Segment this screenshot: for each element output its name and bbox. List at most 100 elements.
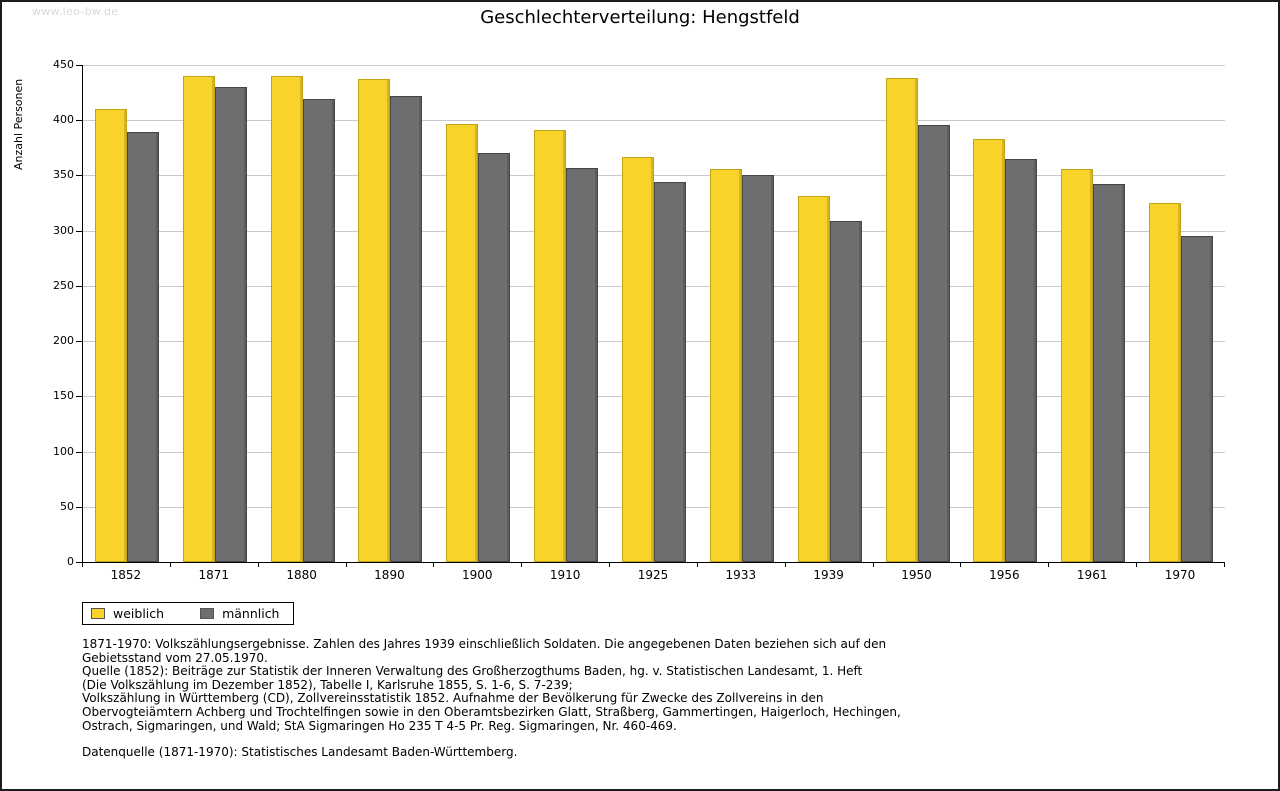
x-label-1852: 1852: [110, 568, 142, 582]
legend-swatch-weiblich: [91, 608, 105, 619]
footnote-line-2: Gebietsstand vom 27.05.1970.: [82, 650, 268, 665]
bar-group-1925: [610, 65, 698, 562]
y-tick-label-300: 300: [53, 224, 74, 237]
legend-label-männlich: männlich: [222, 606, 280, 621]
bar-männlich-1950: [917, 125, 950, 562]
y-tick-0: [76, 562, 82, 563]
legend-item-männlich: männlich: [200, 606, 279, 621]
x-tick-3: [346, 563, 347, 567]
x-tick-2: [258, 563, 259, 567]
y-axis-label: Anzahl Personen: [12, 78, 25, 170]
y-tick-100: [76, 452, 82, 453]
footnote-line-5: Volkszählung in Württemberg (CD), Zollve…: [82, 691, 824, 706]
x-tick-6: [609, 563, 610, 567]
legend-swatch-männlich: [200, 608, 215, 619]
x-label-1961: 1961: [1076, 568, 1108, 582]
bar-weiblich-1933: [709, 169, 742, 562]
y-tick-label-100: 100: [53, 445, 74, 458]
bar-männlich-1961: [1093, 184, 1126, 562]
x-tick-10: [960, 563, 961, 567]
x-axis-labels: 1852 1871 1880 1890 1900 1910 1925 1933 1939 1950…: [82, 568, 1224, 582]
bar-group-1890: [347, 65, 435, 562]
footnote-line-1: 1871-1970: Volkszählungsergebnisse. Zahl…: [82, 637, 887, 651]
x-tick-1: [170, 563, 171, 567]
x-tick-11: [1048, 563, 1049, 567]
footnote-line-3: Quelle (1852): Beiträge zur Statistik de…: [82, 664, 863, 679]
y-tick-label-0: 0: [67, 555, 74, 568]
bar-group-1933: [698, 65, 786, 562]
x-label-1939: 1939: [813, 568, 844, 582]
bar-männlich-1852: [126, 132, 159, 562]
bar-weiblich-1961: [1061, 169, 1094, 562]
y-tick-label-50: 50: [60, 500, 74, 513]
x-label-1925: 1925: [637, 568, 669, 582]
bar-männlich-1871: [214, 87, 247, 562]
bar-männlich-1933: [741, 175, 774, 562]
x-tick-13: [1224, 563, 1225, 567]
y-tick-450: [76, 65, 82, 66]
x-tick-7: [697, 563, 698, 567]
bar-weiblich-1890: [358, 79, 391, 562]
bar-group-1961: [1049, 65, 1137, 562]
x-tick-4: [433, 563, 434, 567]
x-label-1910: 1910: [549, 568, 581, 582]
bar-weiblich-1925: [621, 157, 654, 562]
x-label-1970: 1970: [1164, 568, 1196, 582]
watermark: www.leo-bw.de: [32, 5, 119, 18]
footnote-line-4: (Die Volkszählung im Dezember 1852), Tab…: [82, 677, 573, 692]
y-tick-label-250: 250: [53, 279, 74, 292]
y-tick-label-450: 450: [53, 58, 74, 71]
x-label-1933: 1933: [725, 568, 757, 582]
bar-weiblich-1970: [1149, 203, 1182, 562]
x-label-1880: 1880: [286, 568, 317, 582]
bar-weiblich-1956: [973, 139, 1006, 562]
y-tick-label-200: 200: [53, 334, 74, 347]
y-tick-label-150: 150: [53, 389, 74, 402]
bar-weiblich-1939: [797, 196, 830, 562]
y-tick-400: [76, 120, 82, 121]
datasource-line: Datenquelle (1871-1970): Statistisches L…: [82, 745, 518, 760]
x-tick-8: [785, 563, 786, 567]
y-tick-50: [76, 507, 82, 508]
y-tick-label-400: 400: [53, 113, 74, 126]
bar-männlich-1970: [1181, 236, 1214, 562]
gridline-350: [83, 175, 1225, 176]
bar-weiblich-1900: [446, 124, 479, 562]
bar-group-1900: [434, 65, 522, 562]
y-tick-350: [76, 175, 82, 176]
x-tick-9: [873, 563, 874, 567]
gridline-450: [83, 65, 1225, 66]
y-tick-200: [76, 341, 82, 342]
y-tick-250: [76, 286, 82, 287]
x-label-1950: 1950: [901, 568, 932, 582]
bar-group-1956: [961, 65, 1049, 562]
footnote-line-7: Ostrach, Sigmaringen, und Wald; StA Sigm…: [82, 718, 677, 733]
x-label-1890: 1890: [374, 568, 405, 582]
x-label-1871: 1871: [198, 568, 230, 582]
x-tick-0: [82, 563, 83, 567]
legend: weiblich männlich: [82, 602, 295, 625]
bar-weiblich-1871: [182, 76, 215, 562]
bar-group-1910: [522, 65, 610, 562]
footnote-text: 1871-1970: Volkszählungsergebnisse. Zahl…: [82, 637, 1182, 733]
y-tick-300: [76, 231, 82, 232]
bar-groups: [83, 65, 1225, 562]
bar-group-1871: [171, 65, 259, 562]
bar-männlich-1890: [390, 96, 423, 562]
bar-group-1880: [259, 65, 347, 562]
x-tick-12: [1136, 563, 1137, 567]
x-label-1956: 1956: [989, 568, 1020, 582]
y-tick-label-350: 350: [53, 168, 74, 181]
bar-männlich-1925: [653, 182, 686, 562]
bar-männlich-1956: [1005, 159, 1038, 562]
x-label-1900: 1900: [462, 568, 493, 582]
gridline-400: [83, 120, 1225, 121]
legend-label-weiblich: weiblich: [113, 606, 165, 621]
bar-männlich-1939: [829, 221, 862, 562]
x-tick-5: [521, 563, 522, 567]
bar-weiblich-1852: [94, 109, 127, 562]
plot-area: [82, 65, 1225, 563]
legend-item-weiblich: weiblich: [91, 606, 164, 621]
bar-group-1852: [83, 65, 171, 562]
